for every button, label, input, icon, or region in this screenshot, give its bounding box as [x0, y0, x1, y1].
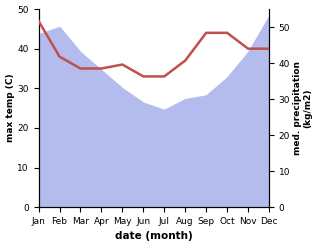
Y-axis label: max temp (C): max temp (C)	[5, 74, 15, 143]
Y-axis label: med. precipitation
(kg/m2): med. precipitation (kg/m2)	[293, 61, 313, 155]
X-axis label: date (month): date (month)	[115, 231, 193, 242]
